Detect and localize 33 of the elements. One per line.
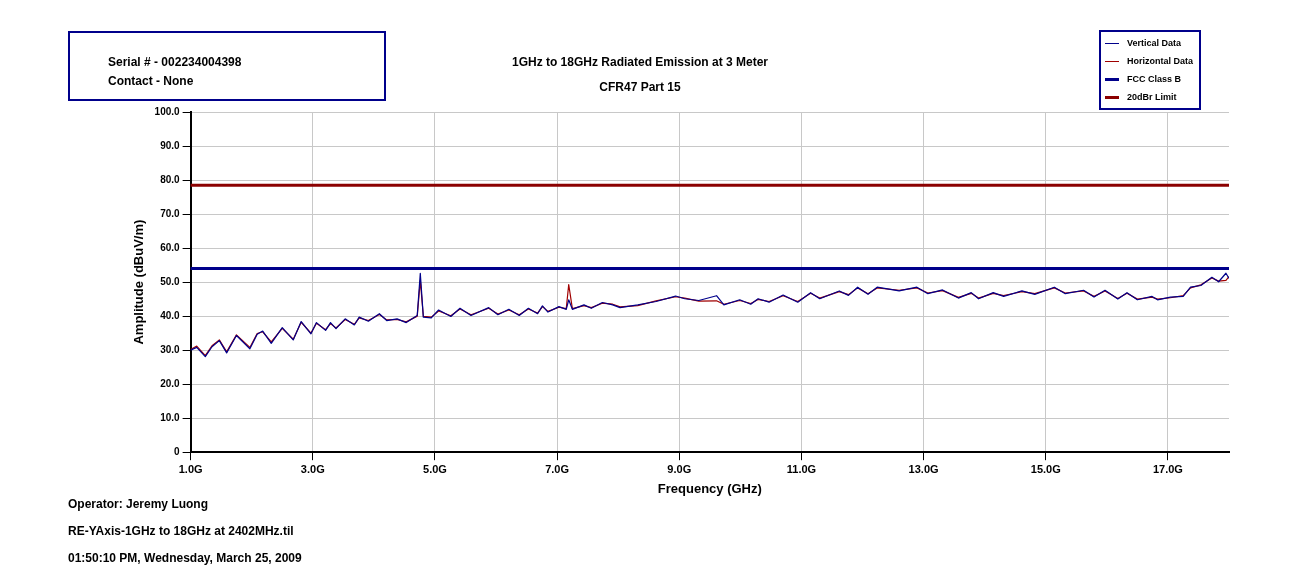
x-tick-label: 1.0G bbox=[178, 462, 203, 475]
x-tick-label: 11.0G bbox=[786, 462, 817, 475]
legend-label: 20dBr Limit bbox=[1127, 92, 1177, 102]
chart-title: 1GHz to 18GHz Radiated Emission at 3 Meter bbox=[510, 55, 770, 69]
text: 01:50:10 PM, Wednesday, March 25, 2009 bbox=[68, 550, 302, 566]
x-tick-label: 13.0G bbox=[908, 462, 939, 475]
text: Serial # - 002234004398 bbox=[108, 54, 243, 71]
x-axis-title: Frequency (GHz) bbox=[657, 480, 762, 496]
x-tick-label: 3.0G bbox=[300, 462, 325, 475]
text: Operator: Jeremy Luong bbox=[68, 496, 210, 512]
text: Contact - None bbox=[108, 73, 195, 90]
y-tick-label: 50.0 bbox=[160, 275, 181, 287]
y-tick-label: 30.0 bbox=[160, 343, 181, 355]
x-tick-label: 15.0G bbox=[1030, 462, 1061, 475]
chart-subtitle: CFR47 Part 15 bbox=[598, 80, 682, 94]
y-tick-label: 0 bbox=[174, 445, 181, 457]
legend-label: Horizontal Data bbox=[1127, 56, 1194, 66]
y-tick-label: 90.0 bbox=[160, 139, 181, 151]
x-tick-label: 5.0G bbox=[423, 462, 447, 475]
legend-label: FCC Class B bbox=[1127, 74, 1182, 84]
y-tick-label: 100.0 bbox=[154, 105, 181, 117]
y-tick-label: 20.0 bbox=[160, 377, 181, 389]
x-tick-label: 7.0G bbox=[545, 462, 570, 475]
y-tick-label: 70.0 bbox=[160, 207, 181, 219]
x-tick-label: 17.0G bbox=[1152, 462, 1183, 475]
y-tick-label: 80.0 bbox=[160, 173, 181, 185]
legend-label: Vertical Data bbox=[1127, 38, 1182, 48]
y-tick-label: 10.0 bbox=[160, 411, 181, 423]
y-axis-title: Amplitude (dBuV/m) bbox=[131, 219, 147, 345]
x-tick-label: 9.0G bbox=[667, 462, 692, 475]
y-tick-label: 60.0 bbox=[160, 241, 181, 253]
text: RE-YAxis-1GHz to 18GHz at 2402MHz.til bbox=[68, 523, 295, 539]
y-tick-label: 40.0 bbox=[160, 309, 181, 321]
